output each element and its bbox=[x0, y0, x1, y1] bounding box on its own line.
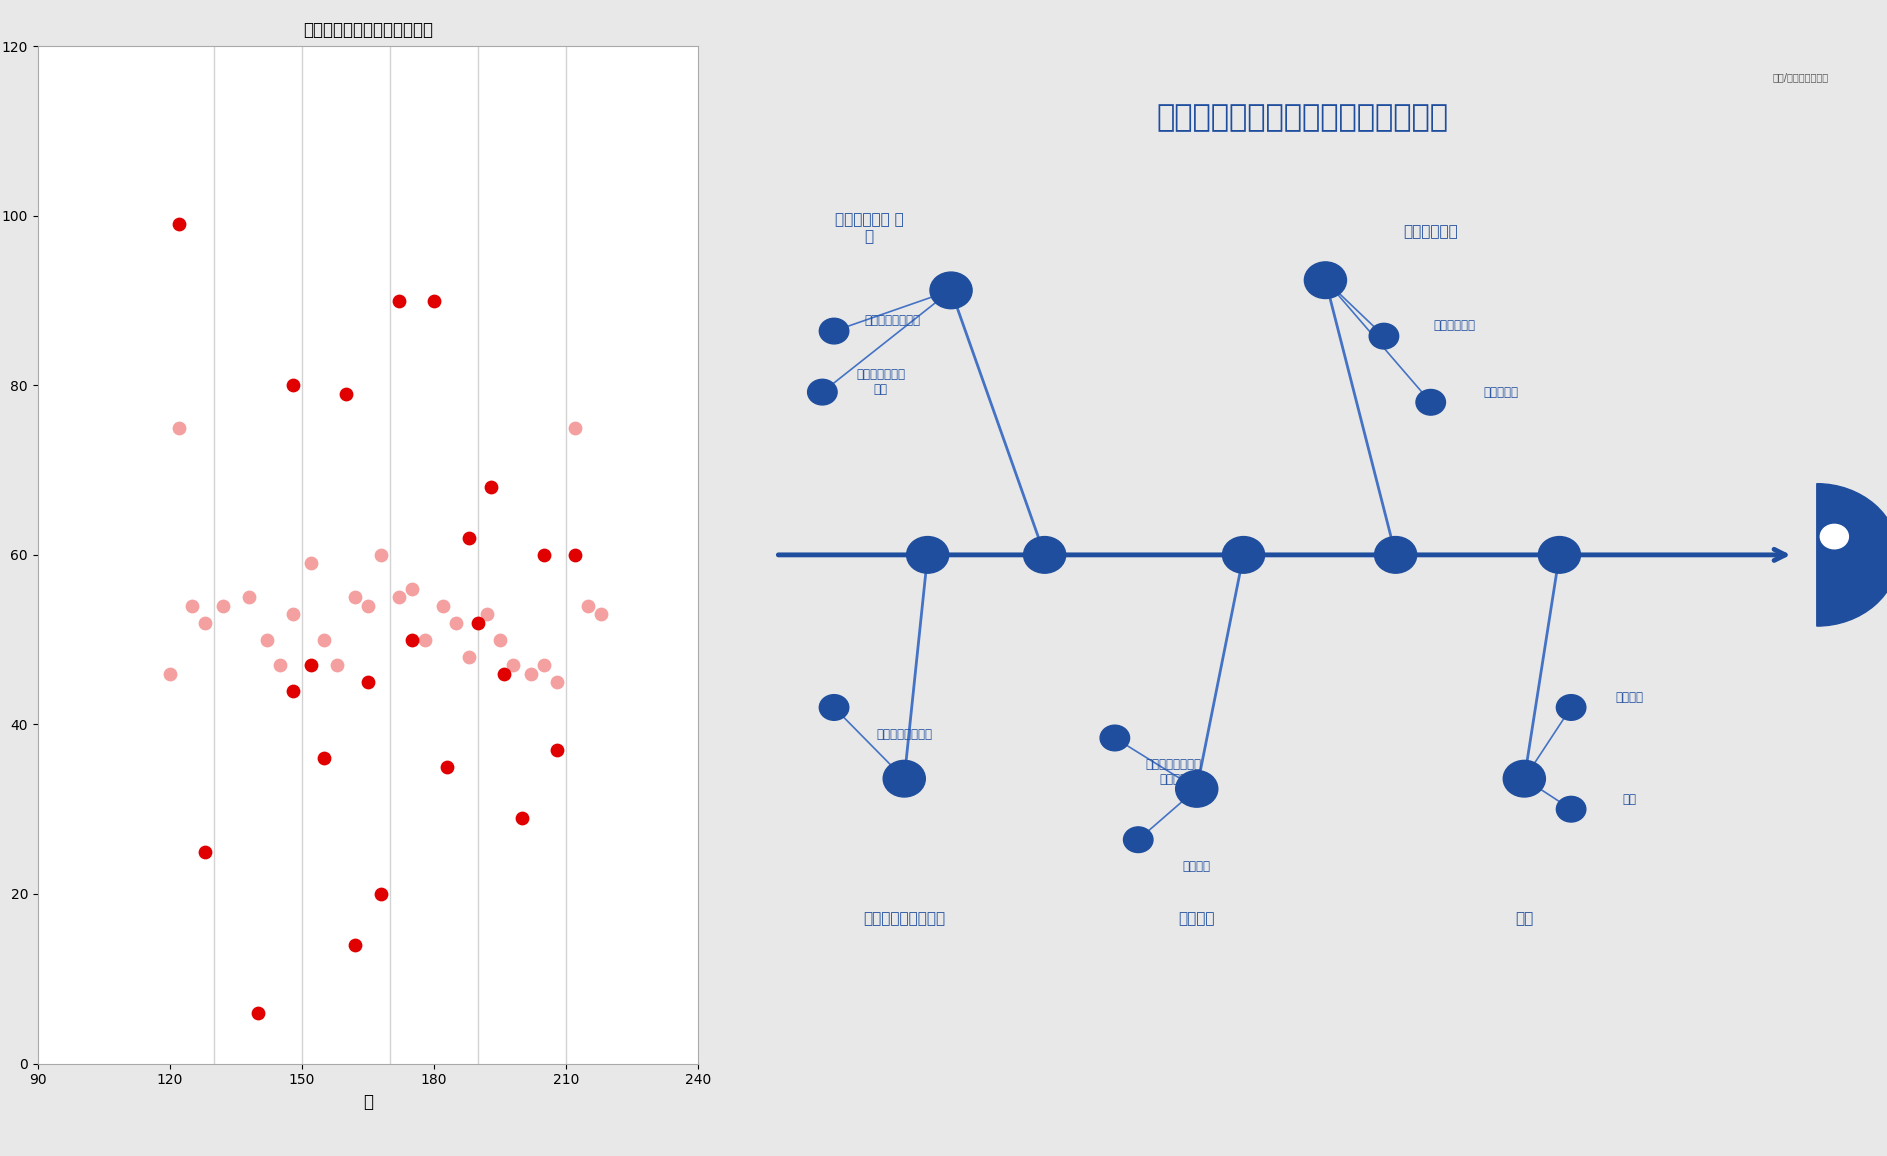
トリートメント bbox=[528, 546, 559, 564]
Text: 記達の準備ができ
ていない: 記達の準備ができ ていない bbox=[1145, 758, 1202, 786]
トリートメント bbox=[340, 935, 370, 954]
Wedge shape bbox=[1817, 483, 1887, 627]
コントロール bbox=[498, 655, 528, 674]
コントロール bbox=[455, 647, 485, 666]
コントロール bbox=[208, 596, 238, 615]
トリートメント bbox=[309, 749, 340, 768]
X-axis label: 月: 月 bbox=[362, 1092, 374, 1111]
Title: カップンステット　工作曲検: カップンステット 工作曲検 bbox=[304, 21, 432, 39]
Text: コミュニケーション: コミュニケーション bbox=[862, 911, 945, 926]
コントロール bbox=[515, 665, 545, 683]
コントロール bbox=[264, 655, 294, 674]
Text: プロジェクト 管
理: プロジェクト 管 理 bbox=[834, 213, 904, 245]
トリートメント bbox=[419, 291, 449, 310]
Text: 進捗管理: 進捗管理 bbox=[1615, 691, 1644, 704]
Circle shape bbox=[1504, 761, 1545, 796]
Circle shape bbox=[1415, 390, 1445, 415]
トリートメント bbox=[366, 884, 396, 903]
トリートメント bbox=[432, 757, 462, 776]
コントロール bbox=[587, 605, 617, 623]
Circle shape bbox=[1176, 771, 1217, 807]
Text: リードが多すぎる: リードが多すぎる bbox=[864, 314, 921, 327]
Circle shape bbox=[906, 536, 949, 573]
Circle shape bbox=[819, 318, 849, 343]
コントロール bbox=[177, 596, 208, 615]
トリートメント bbox=[383, 291, 413, 310]
コントロール bbox=[251, 630, 281, 649]
Circle shape bbox=[1374, 536, 1417, 573]
トリートメント bbox=[277, 376, 308, 394]
トリートメント bbox=[243, 1003, 274, 1022]
コントロール bbox=[528, 655, 559, 674]
Circle shape bbox=[1821, 525, 1849, 549]
Circle shape bbox=[1538, 536, 1581, 573]
トリートメント bbox=[353, 673, 383, 691]
コントロール bbox=[396, 579, 426, 598]
コントロール bbox=[485, 630, 515, 649]
コントロール bbox=[277, 605, 308, 623]
コントロール bbox=[155, 665, 185, 683]
Legend: コントロール, トリートメント: コントロール, トリートメント bbox=[245, 1150, 491, 1156]
トリートメント bbox=[489, 665, 519, 683]
コントロール bbox=[323, 655, 353, 674]
Text: マネジメント: マネジメント bbox=[1404, 224, 1459, 239]
Circle shape bbox=[1223, 536, 1264, 573]
コントロール bbox=[366, 546, 396, 564]
コントロール bbox=[353, 596, 383, 615]
Text: 測定: 測定 bbox=[1515, 911, 1534, 926]
コントロール bbox=[560, 418, 591, 437]
Circle shape bbox=[1370, 324, 1398, 349]
Circle shape bbox=[930, 272, 972, 309]
コントロール bbox=[409, 630, 440, 649]
Text: 機能リリース: 機能リリース bbox=[1432, 319, 1476, 333]
Text: 不明確な目標と
責任: 不明確な目標と 責任 bbox=[857, 368, 906, 397]
コントロール bbox=[383, 588, 413, 607]
コントロール bbox=[164, 418, 194, 437]
トリートメント bbox=[296, 655, 326, 674]
Circle shape bbox=[1557, 796, 1585, 822]
Circle shape bbox=[883, 761, 925, 796]
Text: スタッフ: スタッフ bbox=[1179, 911, 1215, 926]
Text: 結果: 結果 bbox=[1623, 793, 1636, 806]
コントロール bbox=[542, 673, 572, 691]
トリートメント bbox=[396, 630, 426, 649]
Circle shape bbox=[819, 695, 849, 720]
コントロール bbox=[234, 588, 264, 607]
トリートメント bbox=[476, 477, 506, 496]
コントロール bbox=[472, 605, 502, 623]
Text: 市場の欠如: 市場の欠如 bbox=[1483, 386, 1519, 399]
コントロール bbox=[428, 596, 459, 615]
Text: 時間問題: 時間問題 bbox=[1183, 860, 1211, 873]
トリートメント bbox=[462, 614, 493, 632]
Circle shape bbox=[1100, 725, 1130, 750]
コントロール bbox=[309, 630, 340, 649]
トリートメント bbox=[508, 808, 538, 827]
コントロール bbox=[296, 554, 326, 572]
トリートメント bbox=[455, 528, 485, 547]
Circle shape bbox=[1123, 827, 1153, 852]
Text: ピン/貼り付け　＋ア: ピン/貼り付け ＋ア bbox=[1772, 72, 1829, 82]
Circle shape bbox=[1557, 695, 1585, 720]
コントロール bbox=[442, 614, 472, 632]
トリートメント bbox=[560, 546, 591, 564]
トリートメント bbox=[277, 681, 308, 699]
コントロール bbox=[574, 596, 604, 615]
トリートメント bbox=[164, 215, 194, 234]
Text: チームによるブレーンストーミング: チームによるブレーンストーミング bbox=[1157, 103, 1447, 132]
トリートメント bbox=[542, 741, 572, 759]
コントロール bbox=[191, 614, 221, 632]
トリートメント bbox=[330, 385, 360, 403]
Text: 人と人のギャップ: 人と人のギャップ bbox=[876, 728, 932, 741]
Circle shape bbox=[1023, 536, 1066, 573]
Circle shape bbox=[808, 379, 838, 405]
Circle shape bbox=[1304, 262, 1347, 298]
トリートメント bbox=[191, 843, 221, 861]
コントロール bbox=[340, 588, 370, 607]
